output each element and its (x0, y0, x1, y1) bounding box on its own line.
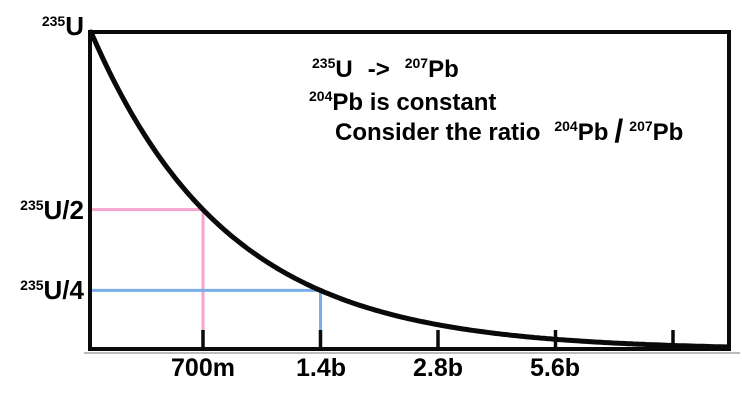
isotope-symbol: U/4 (43, 275, 84, 305)
isotope-mass-sup: 235 (20, 197, 44, 213)
quarter-life-guide (92, 288, 322, 330)
x-tick-label-700m: 700m (171, 354, 235, 382)
plot-border (88, 30, 731, 351)
annotation-ratio: Consider the ratio 204Pb/207Pb (335, 114, 683, 150)
isotope-mass-sup: 204 (309, 88, 333, 104)
isotope-mass-sup: 235 (312, 55, 336, 71)
isotope-symbol: U/2 (43, 195, 84, 225)
isotope-mass-sup: 235 (20, 277, 44, 293)
x-tick-label-5-6b: 5.6b (529, 354, 581, 382)
annotation-text: Pb is constant (332, 89, 497, 116)
isotope-symbol: Pb (428, 56, 459, 83)
y-label-235u-quarter: 235U/4 (0, 275, 84, 309)
x-tick-label-1-4b: 1.4b (295, 354, 347, 382)
annotation-constant: 204Pb is constant (309, 88, 496, 120)
ratio-slash: / (614, 113, 624, 149)
annotation-reaction: 235U -> 207Pb (312, 55, 459, 87)
decay-curve (88, 29, 730, 350)
isotope-symbol: Pb (652, 119, 684, 146)
isotope-mass-sup: 235 (41, 13, 66, 29)
isotope-mass-sup: 207 (629, 118, 653, 134)
arrow-text: -> (367, 56, 390, 83)
isotope-mass-sup: 207 (404, 55, 429, 71)
isotope-mass-sup: 204 (554, 118, 578, 134)
x-tick-label-2-8b: 2.8b (412, 354, 464, 382)
annotation-text: Consider the ratio (335, 119, 541, 146)
isotope-symbol: Pb (577, 119, 609, 146)
y-label-235u: 235U (0, 11, 84, 45)
isotope-symbol: U (65, 11, 84, 41)
half-life-guide (92, 208, 205, 330)
isotope-symbol: U (335, 56, 353, 83)
y-label-235u-half: 235U/2 (0, 195, 84, 229)
